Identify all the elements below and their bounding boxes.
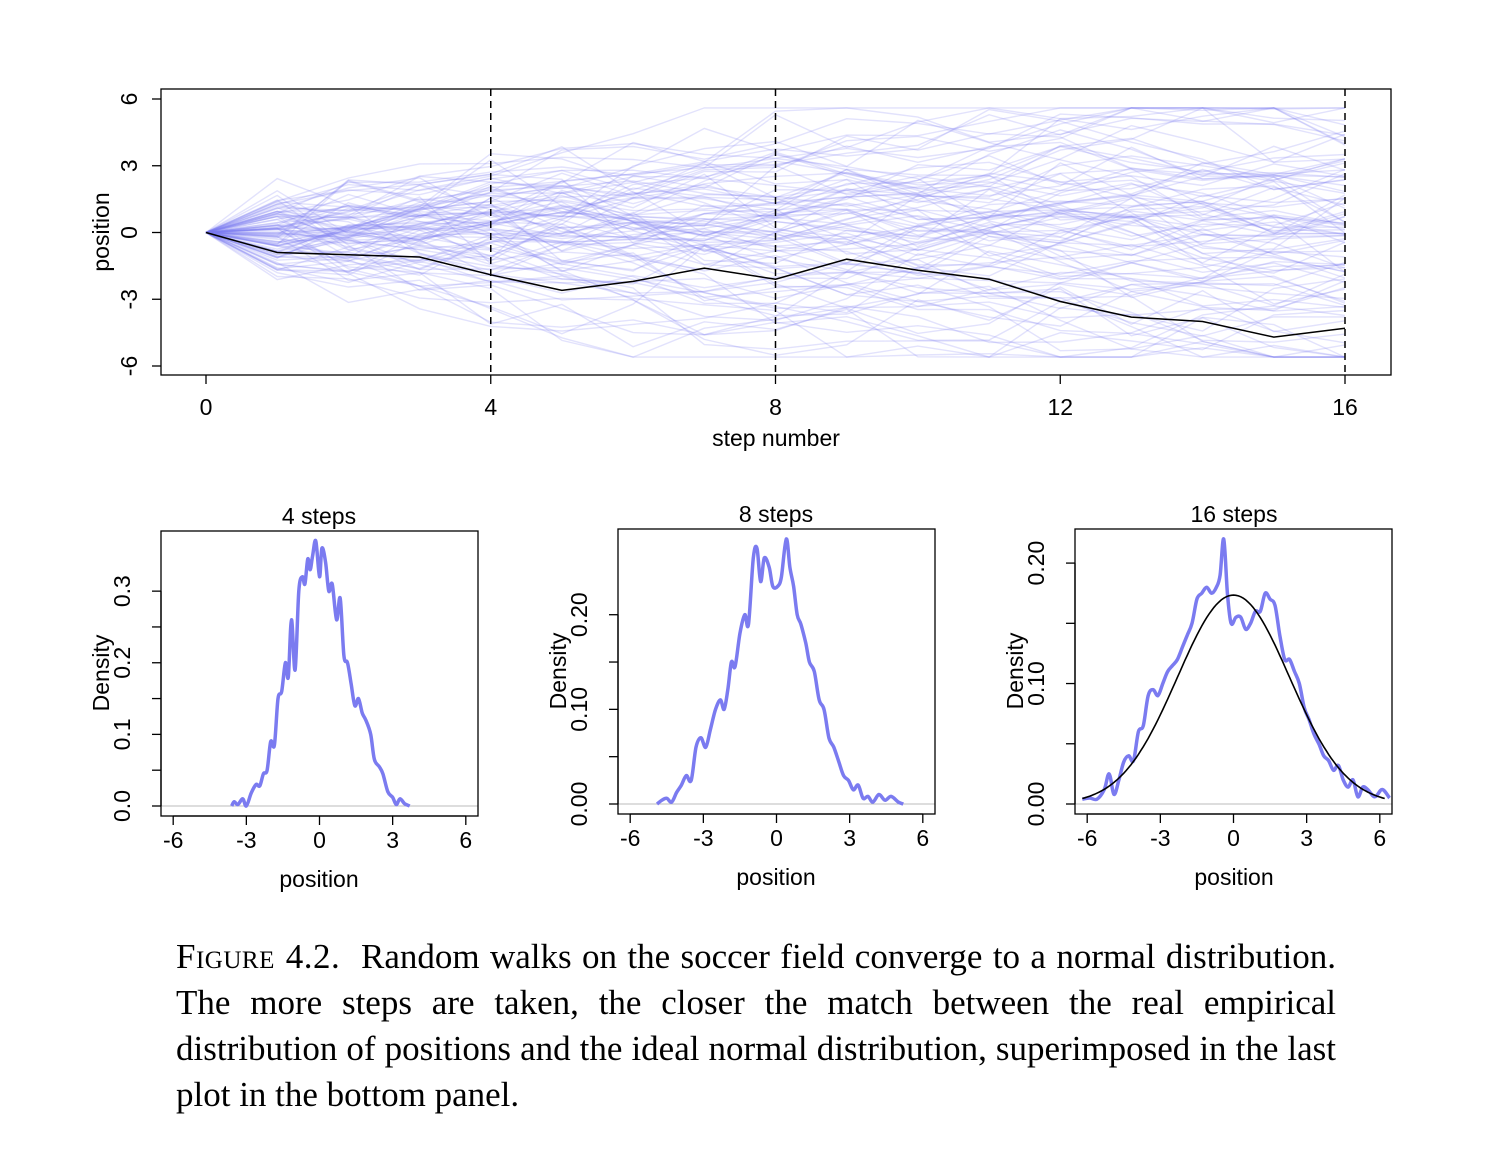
- caption-text: Random walks on the soccer field converg…: [176, 937, 1336, 1114]
- x-tick-label: 3: [1300, 825, 1313, 851]
- y-tick-label: -3: [116, 289, 142, 309]
- y-tick-label: -6: [116, 356, 142, 376]
- density-frame-8-steps: [618, 529, 935, 814]
- y-tick-label: 0.3: [109, 575, 135, 607]
- y-tick-label: 0: [116, 226, 142, 239]
- y-axis-8-steps: 0.00 0.10 0.20: [566, 592, 618, 826]
- y-label-16-steps: Density: [1002, 632, 1028, 709]
- density-panel-8-steps: 8 steps -6 -3 0 3 6 0.00 0.10 0.20 position De…: [545, 501, 935, 890]
- x-tick-label: -3: [693, 825, 713, 851]
- density-curve-8-steps: [657, 539, 903, 804]
- panel-title-16-steps: 16 steps: [1191, 501, 1278, 527]
- x-label-8-steps: position: [736, 864, 815, 890]
- x-axis-8-steps: -6 -3 0 3 6: [620, 814, 929, 851]
- density-panel-16-steps: 16 steps -6 -3 0 3 6 0.00 0.10 0.20 position D…: [1002, 501, 1392, 890]
- panel-title-4-steps: 4 steps: [282, 503, 356, 529]
- density-panel-4-steps: 4 steps -6 -3 0 3 6 0.0 0.1 0.2 0.3 position De…: [88, 503, 478, 892]
- y-tick-label: 6: [116, 93, 142, 106]
- x-tick-label: -3: [236, 827, 256, 853]
- x-tick-label: 0: [313, 827, 326, 853]
- y-axis-4-steps: 0.0 0.1 0.2 0.3: [109, 575, 161, 822]
- x-tick-label: 4: [484, 394, 497, 420]
- y-axis-16-steps: 0.00 0.10 0.20: [1023, 541, 1075, 827]
- walk-y-axis: -6 -3 0 3 6: [116, 93, 161, 377]
- y-label-8-steps: Density: [545, 632, 571, 709]
- x-tick-label: 0: [770, 825, 783, 851]
- y-tick-label: 0.00: [1023, 782, 1049, 827]
- x-label-16-steps: position: [1194, 864, 1273, 890]
- x-tick-label: 0: [1227, 825, 1240, 851]
- y-tick-label: 0.20: [566, 592, 592, 637]
- x-tick-label: 6: [459, 827, 472, 853]
- x-tick-label: -3: [1150, 825, 1170, 851]
- y-tick-label: 0.0: [109, 790, 135, 822]
- x-tick-label: 3: [386, 827, 399, 853]
- y-tick-label: 0.1: [109, 718, 135, 750]
- x-tick-label: 8: [769, 394, 782, 420]
- density-curve-4-steps: [232, 540, 410, 806]
- x-tick-label: -6: [620, 825, 640, 851]
- y-tick-label: 0.00: [566, 782, 592, 827]
- walk-y-label: position: [88, 192, 114, 271]
- walk-x-axis: 0 4 8 12 16: [200, 375, 1358, 420]
- caption-label: Figure 4.2.: [176, 937, 340, 976]
- x-tick-label: 3: [843, 825, 856, 851]
- random-walk-panel: 0 4 8 12 16 -6 -3 0 3 6 step number position: [88, 89, 1391, 451]
- panel-title-8-steps: 8 steps: [739, 501, 813, 527]
- figure-4-2: 0 4 8 12 16 -6 -3 0 3 6 step number position 4 s…: [0, 0, 1508, 930]
- density-curve-16-steps: [1082, 539, 1389, 800]
- x-axis-4-steps: -6 -3 0 3 6: [163, 816, 472, 853]
- x-tick-label: 0: [200, 394, 213, 420]
- x-label-4-steps: position: [279, 866, 358, 892]
- y-label-4-steps: Density: [88, 634, 114, 711]
- x-tick-label: 12: [1047, 394, 1073, 420]
- figure-caption: Figure 4.2. Random walks on the soccer f…: [176, 934, 1336, 1118]
- y-tick-label: 3: [116, 159, 142, 172]
- x-tick-label: 6: [1373, 825, 1386, 851]
- normal-curve-16-steps: [1082, 595, 1384, 798]
- x-tick-label: -6: [1077, 825, 1097, 851]
- walk-x-label: step number: [712, 425, 840, 451]
- y-tick-label: 0.20: [1023, 541, 1049, 586]
- x-axis-16-steps: -6 -3 0 3 6: [1077, 814, 1386, 851]
- x-tick-label: 6: [916, 825, 929, 851]
- x-tick-label: -6: [163, 827, 183, 853]
- x-tick-label: 16: [1332, 394, 1358, 420]
